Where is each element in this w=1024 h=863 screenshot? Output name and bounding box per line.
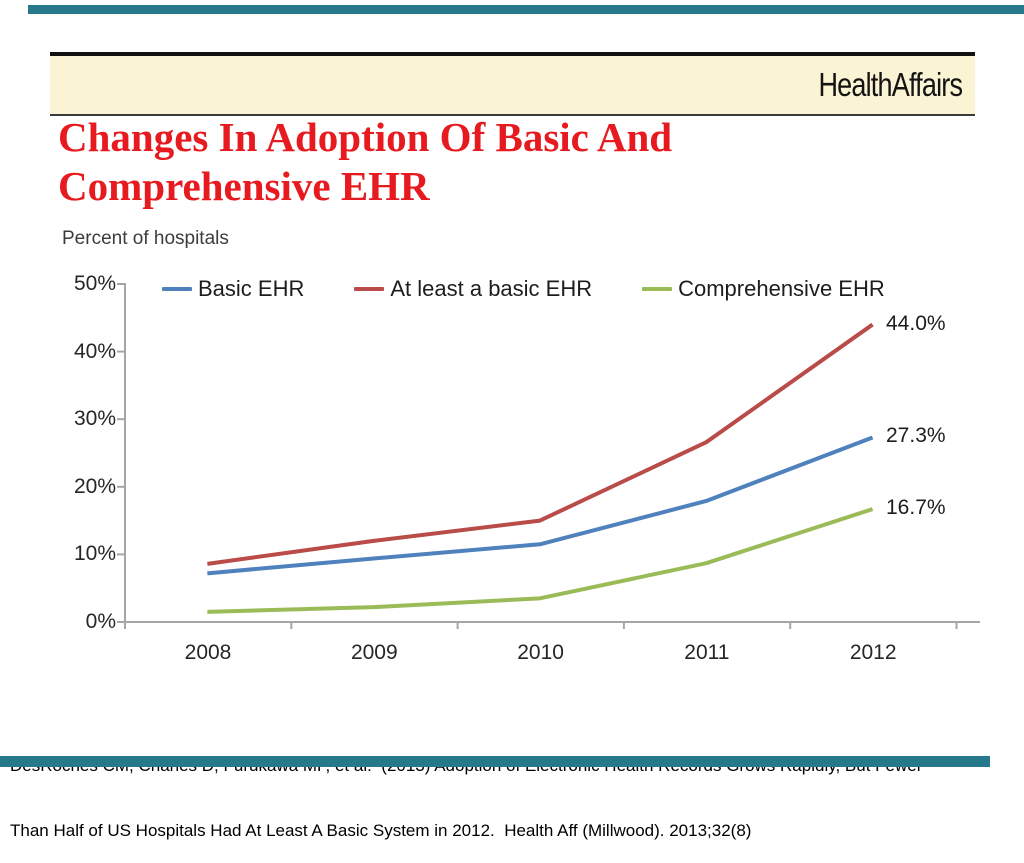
citation-line2: Than Half of US Hospitals Had At Least A…	[10, 820, 752, 840]
legend-swatch	[642, 287, 673, 291]
data-label-44.0%: 44.0%	[886, 311, 946, 335]
series-line-at-least-a-basic-ehr	[207, 322, 874, 566]
x-tick-label: 2012	[849, 641, 897, 664]
slide-title: Changes In Adoption Of Basic And Compreh…	[58, 114, 673, 210]
y-tick-label: 40%	[73, 339, 116, 363]
legend-label: At least a basic EHR	[390, 276, 593, 301]
x-tick-label: 2010	[517, 641, 564, 664]
chart-legend: Basic EHR At least a basic EHR Comprehensi…	[162, 276, 885, 302]
y-tick-label: 30%	[73, 407, 116, 431]
y-tick-label: 50%	[73, 272, 116, 295]
data-label-27.3%: 27.3%	[886, 424, 946, 448]
legend-item-comprehensive-ehr: Comprehensive EHR	[642, 276, 885, 302]
citation: DesRoches CM, Charles D, Furukawa MF, et…	[10, 711, 922, 863]
health-affairs-banner: HealthAffairs	[50, 52, 975, 116]
slide-accent-bar-top	[28, 5, 1024, 14]
legend-label: Basic EHR	[198, 276, 305, 301]
legend-swatch	[354, 287, 385, 291]
x-tick-label: 2011	[684, 641, 730, 664]
health-affairs-logo: HealthAffairs	[818, 66, 963, 103]
chart-axis-caption: Percent of hospitals	[62, 228, 229, 249]
legend-label: Comprehensive EHR	[678, 276, 885, 301]
y-tick-label: 20%	[73, 474, 116, 498]
slide-accent-bar-bottom	[0, 756, 990, 767]
series-line-comprehensive-ehr	[207, 507, 874, 614]
legend-item-at-least-a-basic-ehr: At least a basic EHR	[354, 276, 592, 302]
data-label-16.7%: 16.7%	[886, 496, 946, 520]
y-tick-label: 0%	[85, 610, 116, 633]
legend-swatch	[162, 287, 192, 291]
series-line-basic-ehr	[207, 435, 874, 576]
x-tick-label: 2008	[184, 641, 232, 664]
y-tick-label: 10%	[73, 542, 116, 566]
x-tick-label: 2009	[350, 641, 398, 664]
legend-item-basic-ehr: Basic EHR	[162, 276, 304, 302]
